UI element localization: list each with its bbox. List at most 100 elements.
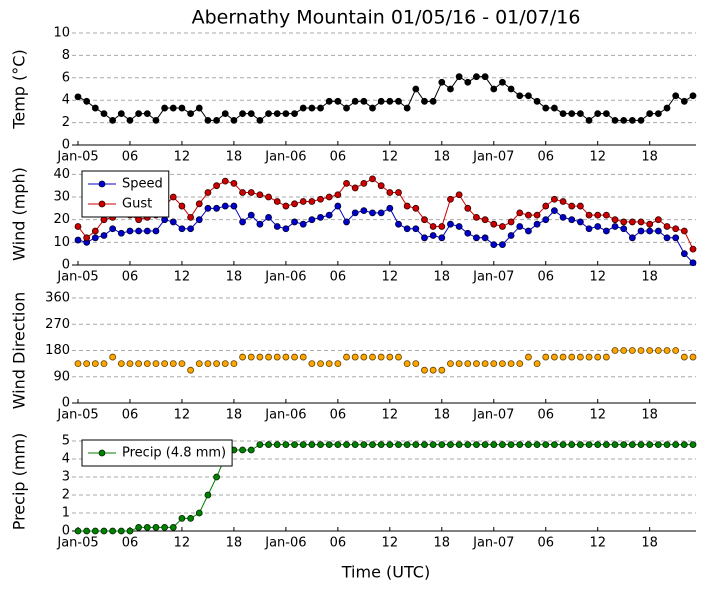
data-point [421, 216, 428, 224]
y-tick-label: 1 [62, 506, 70, 521]
x-tick-label: 06 [122, 150, 139, 165]
data-point [576, 202, 584, 210]
data-point [559, 110, 567, 118]
data-point [74, 360, 82, 368]
data-point [308, 441, 316, 449]
data-point [464, 441, 472, 449]
data-point [256, 220, 264, 228]
data-point [455, 73, 463, 81]
x-tick-label: 18 [641, 536, 658, 551]
data-point [602, 227, 610, 235]
data-point [377, 441, 385, 449]
data-point [403, 225, 411, 233]
data-point [187, 110, 195, 118]
data-point [74, 93, 82, 101]
data-point [386, 204, 394, 212]
data-point [265, 193, 272, 201]
data-point [525, 441, 532, 449]
x-tick-label: 12 [589, 270, 606, 285]
x-tick-label: 06 [537, 270, 554, 285]
x-tick-label: 06 [330, 408, 347, 423]
data-point [135, 524, 143, 531]
x-tick-label: 12 [589, 408, 606, 423]
data-point [91, 360, 99, 368]
data-point [516, 360, 524, 368]
data-point [169, 193, 177, 201]
data-point [369, 104, 376, 112]
x-tick-label: 18 [434, 408, 451, 423]
data-point [100, 527, 108, 535]
data-point [490, 441, 498, 449]
data-point [438, 366, 446, 374]
x-tick-label: 06 [537, 536, 554, 551]
data-point [507, 85, 515, 93]
data-point [533, 97, 541, 105]
data-point [317, 195, 324, 203]
y-tick-label: 180 [45, 343, 70, 358]
data-point [680, 250, 688, 258]
data-point [490, 220, 498, 228]
data-point [481, 73, 489, 81]
data-point [126, 360, 134, 368]
data-point [221, 360, 229, 368]
y-tick-label: 20 [53, 212, 70, 227]
data-point [663, 234, 671, 242]
data-point [412, 360, 420, 368]
data-point [680, 441, 688, 449]
data-point [247, 353, 255, 361]
x-tick-label: 18 [641, 408, 658, 423]
data-point [299, 353, 307, 361]
data-point [256, 353, 264, 361]
data-point [455, 223, 463, 230]
data-point [403, 104, 411, 112]
data-point [620, 116, 628, 124]
y-tick-label: 2 [62, 115, 70, 130]
y-tick-label: 8 [62, 48, 70, 63]
data-point [473, 73, 480, 81]
data-point [213, 360, 220, 368]
x-tick-label: Jan-07 [472, 408, 514, 423]
data-point [343, 218, 350, 226]
x-axis-label: Time (UTC) [341, 563, 430, 582]
data-point [299, 220, 307, 228]
data-point [680, 227, 688, 235]
data-point [386, 189, 394, 196]
data-point [221, 110, 229, 118]
data-point [100, 360, 108, 368]
data-point [187, 225, 195, 233]
data-point [317, 213, 324, 221]
data-point [325, 211, 333, 219]
data-point [178, 104, 186, 112]
data-point [585, 441, 593, 449]
data-point [204, 360, 212, 368]
data-point [516, 92, 524, 100]
data-point [611, 116, 619, 124]
data-point [611, 223, 619, 230]
data-point [551, 353, 558, 361]
data-point [325, 97, 333, 105]
data-point [438, 234, 446, 242]
data-point [334, 360, 342, 368]
x-tick-label: 18 [434, 150, 451, 165]
data-point [525, 92, 532, 100]
data-point [152, 524, 160, 531]
x-tick-label: 18 [226, 408, 243, 423]
x-tick-label: 06 [537, 150, 554, 165]
data-point [646, 227, 654, 235]
x-tick-label: 12 [589, 536, 606, 551]
data-point [360, 353, 368, 361]
x-tick-label: Jan-06 [264, 408, 306, 423]
data-point [152, 227, 160, 235]
data-point [143, 360, 151, 368]
data-point [117, 229, 125, 237]
data-point [663, 104, 671, 112]
data-point [421, 234, 428, 242]
data-point [343, 179, 350, 187]
y-tick-label: 360 [45, 291, 70, 306]
data-point [628, 347, 636, 354]
data-point [447, 195, 454, 203]
data-point [221, 177, 229, 185]
data-point [161, 216, 169, 224]
data-point [351, 184, 359, 192]
data-point [473, 441, 480, 449]
